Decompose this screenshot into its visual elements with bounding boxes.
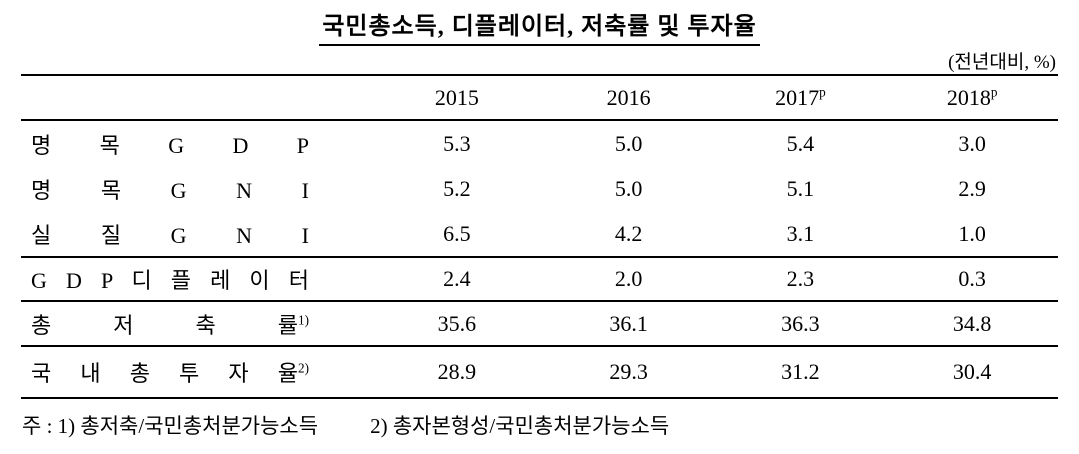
- cell-value: 2.3: [786, 266, 815, 291]
- rule-below-gni-group: [21, 256, 1058, 258]
- page-title: 국민총소득, 디플레이터, 저축률 및 투자율: [319, 6, 760, 46]
- row-label: 국 내 총 투 자 율2): [21, 356, 371, 388]
- table-header-row: 2015 2016 2017p 2018p: [21, 76, 1058, 119]
- year-sup: p: [990, 84, 998, 100]
- footnotes: 주 : 1) 총저축/국민총처분가능소득 2) 총자본형성/국민총처분가능소득: [21, 410, 1058, 440]
- column-header-2018: 2018p: [886, 85, 1058, 111]
- unit-note: (전년대비, %): [948, 52, 1056, 73]
- row-label: 명 목 G D P: [21, 128, 371, 160]
- year-label: 2015: [434, 84, 479, 110]
- cell-value: 29.3: [609, 359, 648, 384]
- cell-value: 35.6: [437, 310, 477, 336]
- cell-value: 3.1: [786, 220, 815, 246]
- row-label-text: 명 목 G D P: [31, 132, 309, 158]
- cell-value: 5.0: [614, 130, 643, 156]
- cell-value: 2.0: [614, 266, 643, 291]
- cell-value: 34.8: [952, 310, 992, 336]
- footnote-2: 2) 총자본형성/국민총처분가능소득: [370, 414, 670, 438]
- cell-value: 3.0: [958, 130, 986, 156]
- table-row-nominal-gdp: 명 목 G D P 5.3 5.0 5.4 3.0: [21, 121, 1058, 166]
- cell-value: 36.3: [781, 310, 820, 336]
- cell-value: 28.9: [437, 359, 477, 384]
- cell-value: 31.2: [781, 359, 820, 384]
- row-label-sup: 1): [298, 312, 309, 328]
- rule-below-header: [21, 119, 1058, 121]
- cell-value: 2.4: [443, 266, 471, 291]
- row-label-text: 실 질 G N I: [31, 222, 309, 248]
- row-label: 총 저 축 률1): [21, 308, 371, 340]
- rule-bottom: [21, 397, 1058, 399]
- column-header-2017: 2017p: [715, 85, 887, 111]
- cell-value: 4.2: [614, 220, 643, 246]
- row-label-text: G D P 디 플 레 이 터: [31, 268, 309, 293]
- rule-below-saving: [21, 345, 1058, 347]
- column-header-2015: 2015: [371, 85, 543, 111]
- footnote-1: 주 : 1) 총저축/국민총처분가능소득: [22, 414, 319, 438]
- table-row-gross-saving-rate: 총 저 축 률1) 35.6 36.1 36.3 34.8: [21, 302, 1058, 345]
- year-label: 2018: [946, 84, 991, 110]
- cell-value: 5.2: [443, 175, 471, 201]
- table-row-gdp-deflator: G D P 디 플 레 이 터 2.4 2.0 2.3 0.3: [21, 258, 1058, 300]
- cell-value: 6.5: [443, 220, 471, 246]
- cell-value: 36.1: [609, 310, 648, 336]
- row-label-text: 총 저 축 률: [31, 312, 298, 338]
- table-row-nominal-gni: 명 목 G N I 5.2 5.0 5.1 2.9: [21, 166, 1058, 211]
- row-label-text: 명 목 G N I: [31, 177, 309, 203]
- cell-value: 5.1: [786, 175, 815, 201]
- year-label: 2016: [606, 84, 651, 110]
- year-label: 2017: [775, 84, 820, 110]
- year-sup: p: [819, 84, 826, 100]
- cell-value: 2.9: [958, 175, 986, 201]
- cell-value: 0.3: [958, 266, 986, 291]
- cell-value: 1.0: [958, 220, 986, 246]
- rule-below-deflator: [21, 300, 1058, 302]
- column-header-2016: 2016: [543, 85, 715, 111]
- cell-value: 30.4: [952, 359, 992, 384]
- row-label: 실 질 G N I: [21, 218, 371, 250]
- data-table: 2015 2016 2017p 2018p 명 목 G D P 5.3 5.0 …: [21, 74, 1058, 399]
- report-page: 국민총소득, 디플레이터, 저축률 및 투자율 (전년대비, %) 2015 2…: [21, 0, 1058, 440]
- row-label: G D P 디 플 레 이 터: [21, 263, 371, 295]
- cell-value: 5.0: [614, 175, 643, 201]
- rule-top: [21, 74, 1058, 76]
- table-row-domestic-investment-rate: 국 내 총 투 자 율2) 28.9 29.3 31.2 30.4: [21, 347, 1058, 397]
- cell-value: 5.4: [786, 130, 815, 156]
- cell-value: 5.3: [443, 130, 471, 156]
- row-label: 명 목 G N I: [21, 173, 371, 205]
- table-row-real-gni: 실 질 G N I 6.5 4.2 3.1 1.0: [21, 211, 1058, 256]
- title-wrap: 국민총소득, 디플레이터, 저축률 및 투자율: [21, 0, 1058, 46]
- row-label-text: 국 내 총 투 자 율: [31, 361, 298, 386]
- row-label-sup: 2): [298, 360, 309, 376]
